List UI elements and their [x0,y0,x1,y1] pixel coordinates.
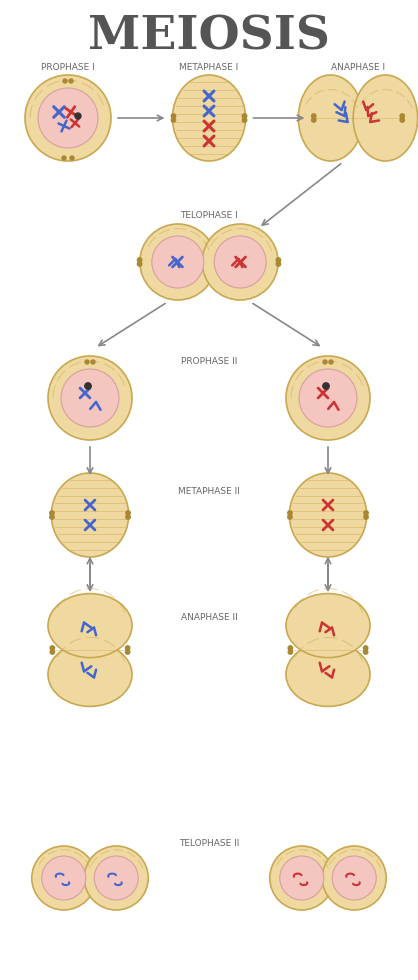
Text: METAPHASE II: METAPHASE II [178,487,240,497]
Circle shape [299,369,357,427]
Circle shape [50,646,55,650]
Circle shape [171,114,176,119]
Circle shape [138,258,142,263]
Circle shape [125,646,130,650]
Circle shape [276,262,280,267]
Circle shape [61,369,119,427]
Circle shape [323,383,329,389]
Circle shape [50,511,54,515]
Circle shape [202,224,278,300]
Circle shape [363,650,368,655]
Text: PROPHASE II: PROPHASE II [181,358,237,367]
Circle shape [280,856,324,900]
Circle shape [400,114,405,119]
Circle shape [126,511,130,515]
Circle shape [329,360,333,364]
Circle shape [38,88,98,148]
Circle shape [32,846,96,910]
Circle shape [288,650,293,655]
Circle shape [50,650,55,655]
Text: ANAPHASE II: ANAPHASE II [181,613,237,622]
Circle shape [25,75,111,161]
Circle shape [70,156,74,160]
Circle shape [152,236,204,288]
Circle shape [62,156,66,160]
Ellipse shape [48,643,132,707]
Circle shape [242,118,247,122]
Ellipse shape [48,594,132,658]
Circle shape [270,846,334,910]
Text: PROPHASE I: PROPHASE I [41,64,95,73]
Circle shape [242,114,247,119]
Circle shape [311,118,316,122]
Circle shape [69,79,73,83]
Ellipse shape [289,473,367,557]
Circle shape [48,356,132,440]
Circle shape [50,514,54,519]
Ellipse shape [298,75,363,161]
Circle shape [364,514,368,519]
Ellipse shape [286,594,370,658]
Circle shape [363,646,368,650]
Circle shape [63,79,67,83]
Circle shape [332,856,376,900]
Circle shape [91,360,95,364]
Circle shape [364,511,368,515]
Circle shape [276,258,280,263]
Circle shape [171,118,176,122]
Circle shape [400,118,405,122]
Text: TELOPHASE II: TELOPHASE II [179,839,239,848]
Circle shape [75,113,81,119]
Circle shape [125,650,130,655]
Circle shape [323,360,327,364]
Circle shape [288,646,293,650]
Circle shape [322,846,386,910]
Circle shape [140,224,216,300]
Ellipse shape [51,473,129,557]
Circle shape [286,356,370,440]
Text: MEIOSIS: MEIOSIS [88,13,330,59]
Circle shape [85,383,91,389]
Circle shape [42,856,86,900]
Circle shape [288,511,292,515]
Circle shape [84,846,148,910]
Ellipse shape [286,643,370,707]
Text: ANAPHASE I: ANAPHASE I [331,64,385,73]
Circle shape [214,236,266,288]
Ellipse shape [353,75,418,161]
Circle shape [311,114,316,119]
Circle shape [138,262,142,267]
Text: METAPHASE I: METAPHASE I [179,64,239,73]
Circle shape [288,514,292,519]
Circle shape [126,514,130,519]
Text: TELOPHASE I: TELOPHASE I [180,211,238,220]
Ellipse shape [173,75,245,161]
Circle shape [85,360,89,364]
Circle shape [94,856,138,900]
